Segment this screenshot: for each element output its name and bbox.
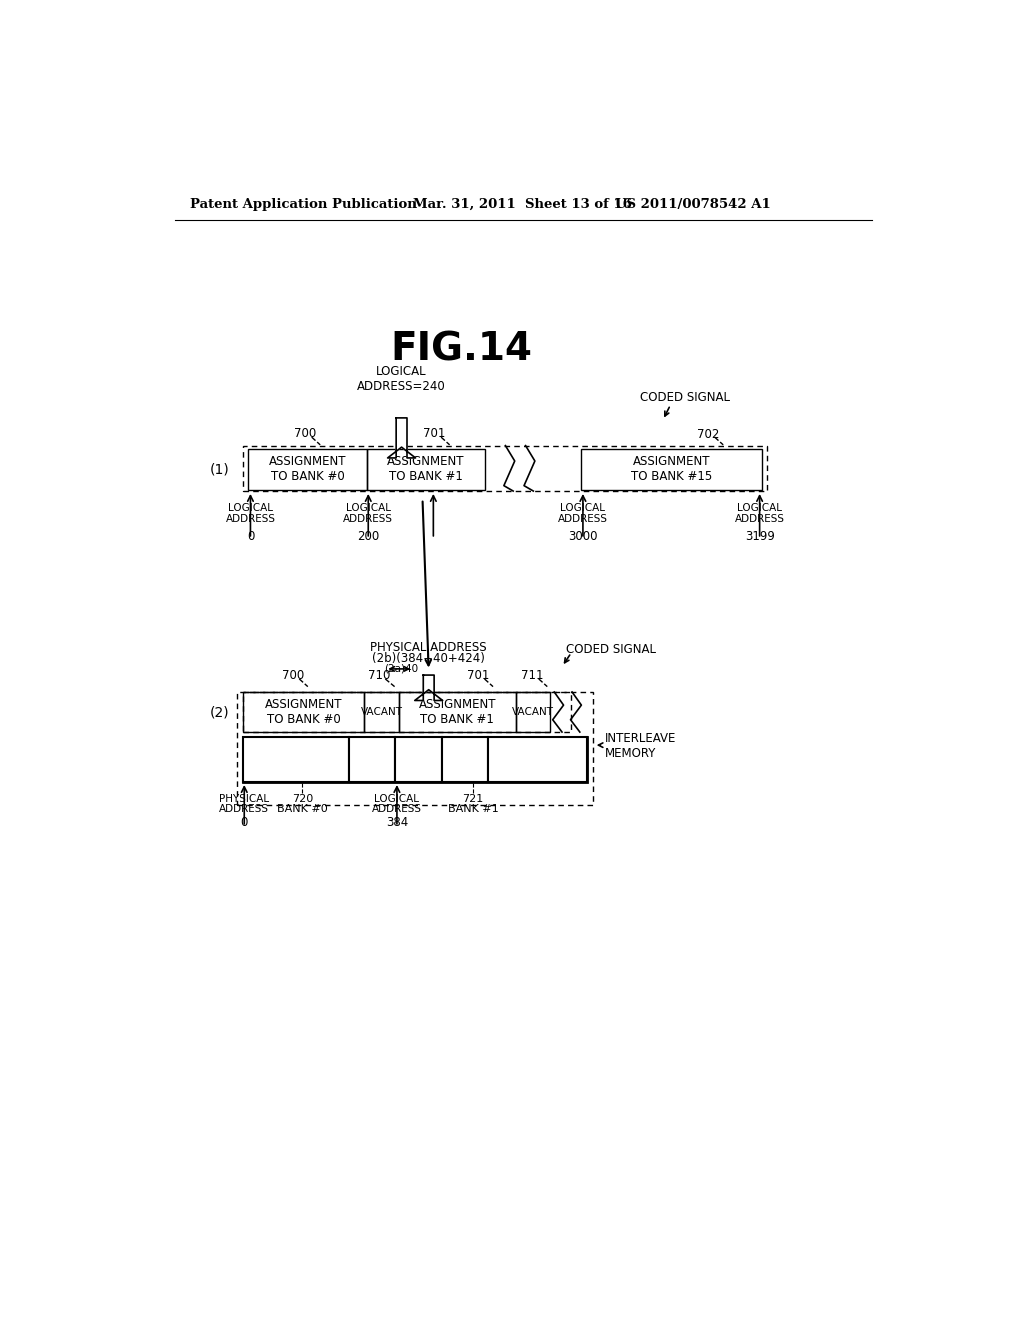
Text: FIG.14: FIG.14 — [390, 330, 532, 368]
Text: 200: 200 — [357, 529, 379, 543]
Text: ASSIGNMENT
TO BANK #0: ASSIGNMENT TO BANK #0 — [268, 455, 346, 483]
Text: PHYSICAL ADDRESS: PHYSICAL ADDRESS — [371, 640, 487, 653]
Text: 700: 700 — [294, 426, 315, 440]
Text: LOGICAL: LOGICAL — [228, 503, 273, 513]
Text: PHYSICAL: PHYSICAL — [219, 795, 269, 804]
Polygon shape — [388, 418, 416, 458]
Text: (1): (1) — [210, 462, 229, 477]
Text: BANK #0: BANK #0 — [278, 804, 328, 814]
Text: RAM_2S: RAM_2S — [442, 754, 488, 767]
Text: LOGICAL
ADDRESS=240: LOGICAL ADDRESS=240 — [357, 366, 445, 393]
Text: ADDRESS: ADDRESS — [343, 515, 393, 524]
Text: LOGICAL: LOGICAL — [737, 503, 782, 513]
Text: 702: 702 — [696, 428, 719, 441]
Text: ASSIGNMENT
TO BANK #1: ASSIGNMENT TO BANK #1 — [387, 455, 464, 483]
Text: (2): (2) — [210, 705, 229, 719]
Bar — [248, 449, 367, 490]
Text: ASSIGNMENT
TO BANK #15: ASSIGNMENT TO BANK #15 — [631, 455, 713, 483]
Text: 710: 710 — [368, 669, 390, 682]
Text: 720: 720 — [292, 795, 313, 804]
Text: ADDRESS: ADDRESS — [372, 804, 422, 814]
Text: RAM_1S: RAM_1S — [395, 754, 442, 767]
Text: 700: 700 — [282, 669, 304, 682]
Text: 384: 384 — [386, 816, 408, 829]
Text: LOGICAL: LOGICAL — [346, 503, 391, 513]
Text: RAM_3S: RAM_3S — [514, 754, 561, 767]
Text: 3199: 3199 — [744, 529, 774, 543]
Text: CODED SIGNAL: CODED SIGNAL — [640, 391, 729, 404]
Text: ADDRESS: ADDRESS — [734, 515, 784, 524]
Text: Patent Application Publication: Patent Application Publication — [190, 198, 417, 211]
Text: LOGICAL: LOGICAL — [375, 795, 420, 804]
Text: 0: 0 — [241, 816, 248, 829]
Bar — [243, 692, 365, 733]
Text: 701: 701 — [467, 669, 489, 682]
Bar — [243, 738, 587, 781]
Polygon shape — [415, 675, 442, 701]
Text: ADDRESS: ADDRESS — [225, 515, 275, 524]
Bar — [395, 738, 442, 781]
Bar — [365, 692, 399, 733]
Text: VACANT: VACANT — [360, 708, 402, 717]
Text: ASSIGNMENT
TO BANK #0: ASSIGNMENT TO BANK #0 — [265, 698, 342, 726]
Text: (2a)40: (2a)40 — [384, 664, 418, 675]
Text: ASSIGNMENT
TO BANK #1: ASSIGNMENT TO BANK #1 — [419, 698, 496, 726]
Bar — [399, 692, 515, 733]
Text: US 2011/0078542 A1: US 2011/0078542 A1 — [614, 198, 770, 211]
Text: LOGICAL: LOGICAL — [560, 503, 605, 513]
Text: ADDRESS: ADDRESS — [219, 804, 269, 814]
Text: ADDRESS: ADDRESS — [558, 515, 608, 524]
Text: 701: 701 — [423, 426, 445, 440]
Text: CODED SIGNAL: CODED SIGNAL — [566, 643, 656, 656]
Text: INTERLEAVE
MEMORY: INTERLEAVE MEMORY — [604, 731, 676, 760]
Bar — [488, 738, 587, 781]
Text: 711: 711 — [521, 669, 544, 682]
Text: VACANT: VACANT — [512, 708, 554, 717]
Bar — [582, 449, 762, 490]
Bar — [243, 738, 349, 781]
Text: (2b)(384+40+424): (2b)(384+40+424) — [373, 652, 485, 665]
Text: RAM_0L: RAM_0L — [271, 754, 321, 767]
Bar — [367, 449, 484, 490]
Text: Mar. 31, 2011  Sheet 13 of 16: Mar. 31, 2011 Sheet 13 of 16 — [414, 198, 632, 211]
Text: BANK #1: BANK #1 — [447, 804, 499, 814]
Bar — [442, 738, 488, 781]
Bar — [349, 738, 395, 781]
Bar — [515, 692, 550, 733]
Text: 0: 0 — [247, 529, 254, 543]
Text: RAM_0S: RAM_0S — [349, 754, 395, 767]
Text: 721: 721 — [462, 795, 483, 804]
Text: 3000: 3000 — [568, 529, 598, 543]
